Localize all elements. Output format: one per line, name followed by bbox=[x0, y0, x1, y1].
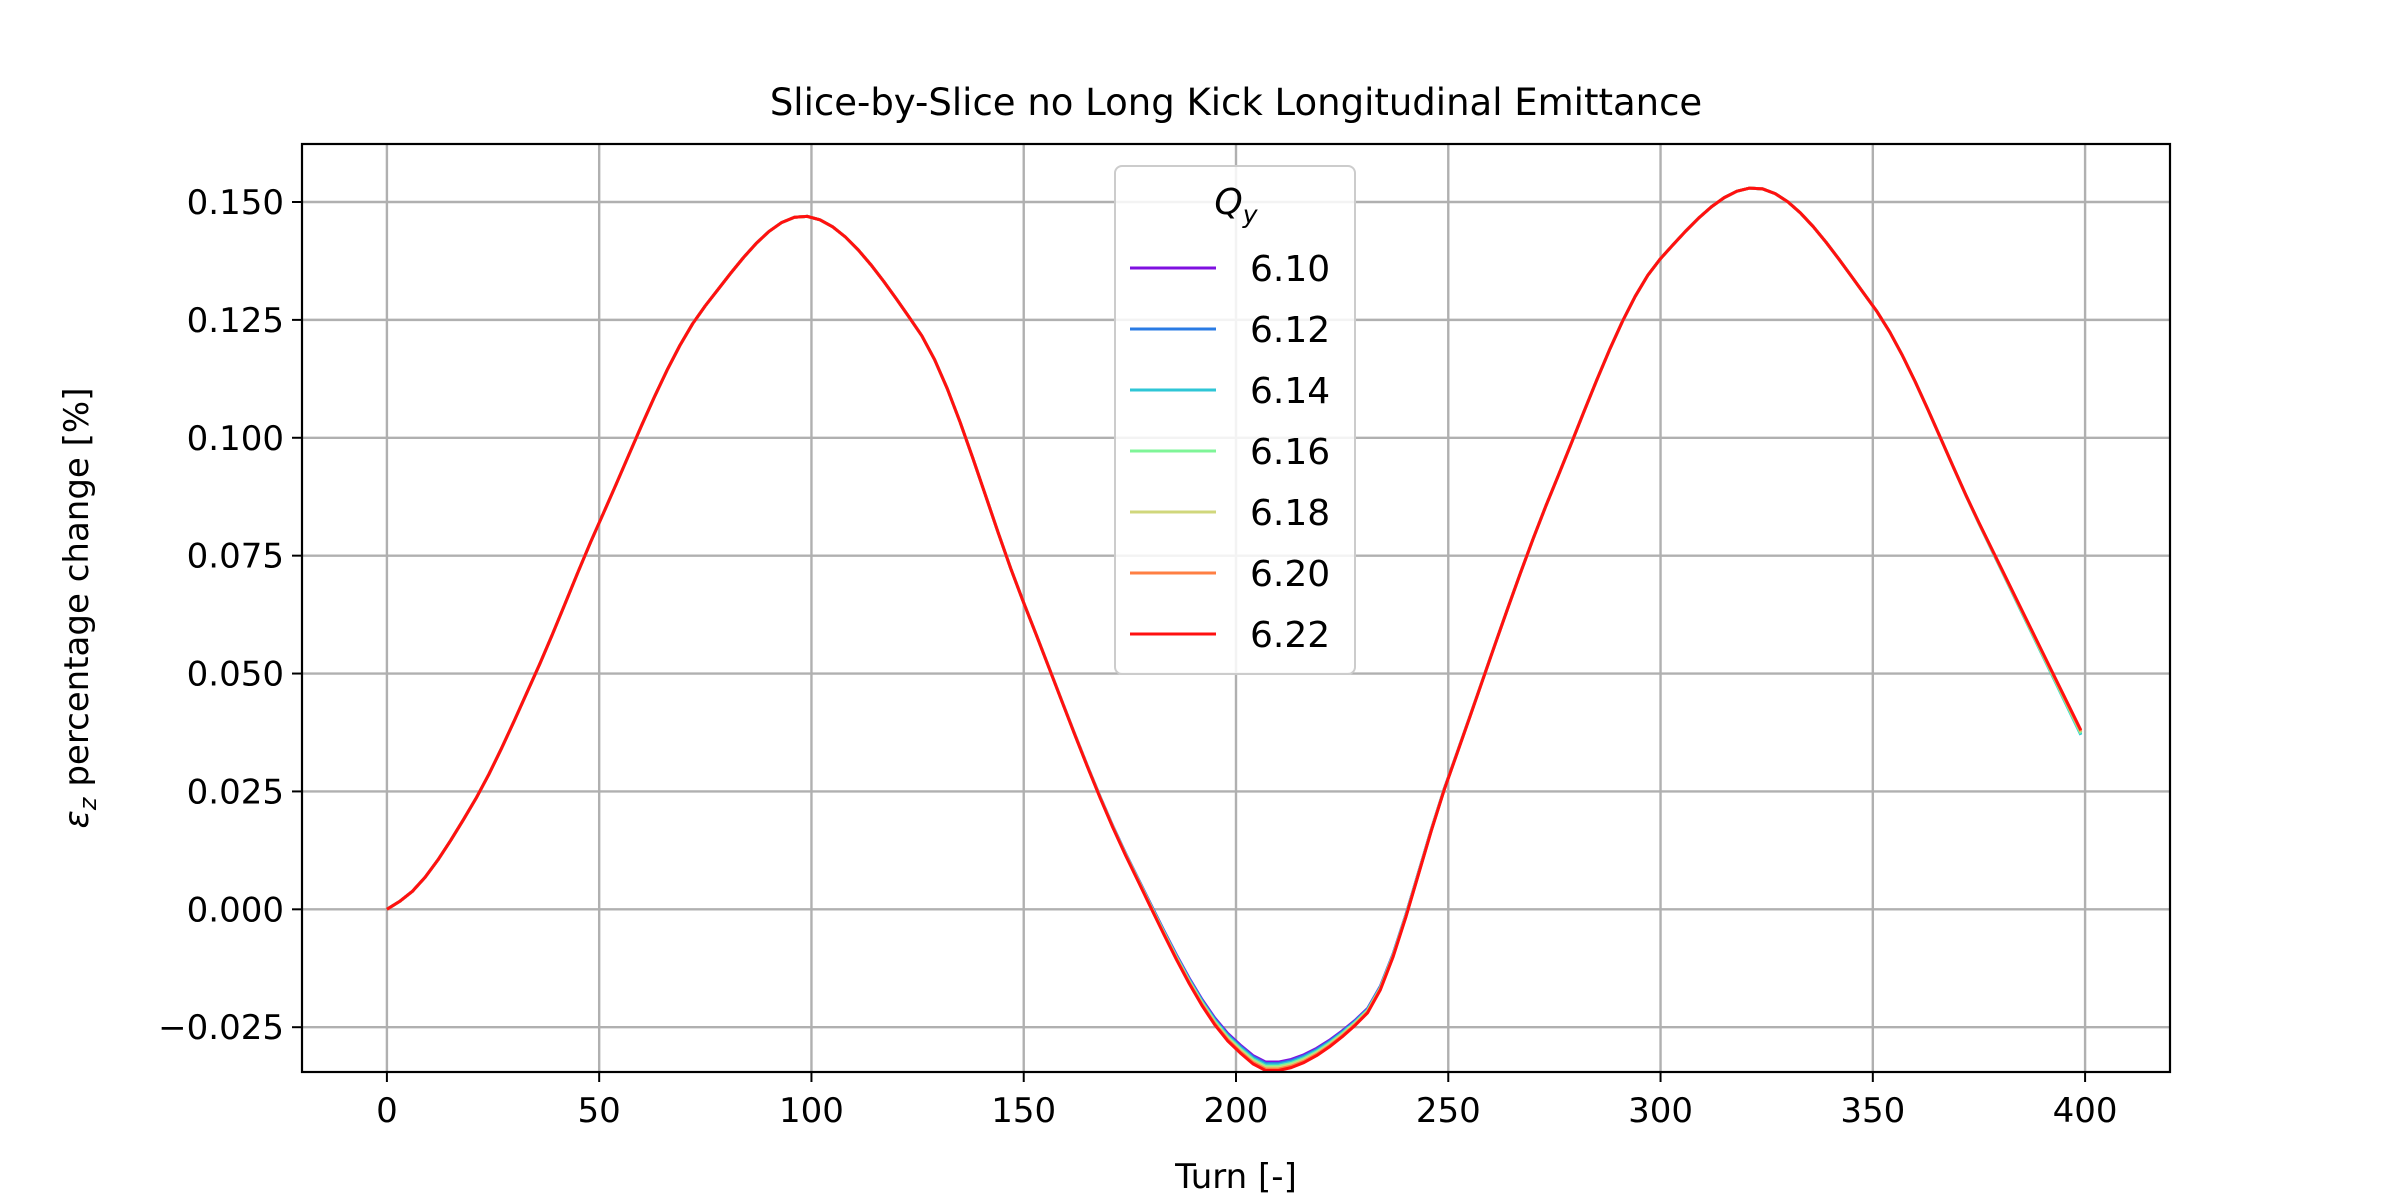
y-axis-label-subscript: z bbox=[74, 796, 102, 811]
legend-label-6.14: 6.14 bbox=[1250, 371, 1330, 412]
legend-label-6.22: 6.22 bbox=[1250, 615, 1330, 656]
legend-box bbox=[1114, 165, 1356, 675]
x-axis-ticks: 0 50 100 150 200 250 300 350 400 bbox=[376, 1072, 2118, 1131]
legend-title-symbol: Q bbox=[1214, 182, 1242, 223]
y-axis-label-text: percentage change [%] bbox=[57, 388, 97, 798]
y-tick-label: 0.125 bbox=[187, 301, 284, 341]
y-axis-label-symbol: ε bbox=[57, 810, 97, 828]
x-tick-label: 300 bbox=[1628, 1091, 1693, 1131]
y-tick-label: 0.100 bbox=[187, 419, 284, 459]
series-line-6.22 bbox=[386, 186, 2083, 1073]
x-tick-label: 250 bbox=[1416, 1091, 1481, 1131]
legend-title-subscript: y bbox=[1242, 200, 1259, 229]
legend-items: 6.10 6.12 6.14 6.16 6.18 6.20 6.22 bbox=[1130, 249, 1330, 656]
plot-lines bbox=[386, 186, 2083, 1073]
y-tick-label: 0.000 bbox=[187, 890, 284, 930]
legend-label-6.10: 6.10 bbox=[1250, 249, 1330, 290]
legend-title: Qy bbox=[1214, 182, 1258, 229]
x-tick-label: 350 bbox=[1840, 1091, 1905, 1131]
legend: Qy 6.10 6.12 6.14 6.16 6.18 6.20 6.22 bbox=[1114, 165, 1356, 675]
y-tick-label: 0.150 bbox=[187, 183, 284, 223]
y-tick-label: 0.050 bbox=[187, 655, 284, 695]
y-tick-label: −0.025 bbox=[158, 1008, 284, 1048]
x-tick-label: 400 bbox=[2053, 1091, 2118, 1131]
legend-label-6.12: 6.12 bbox=[1250, 310, 1330, 351]
legend-label-6.20: 6.20 bbox=[1250, 554, 1330, 595]
legend-label-6.16: 6.16 bbox=[1250, 432, 1330, 473]
chart-title: Slice-by-Slice no Long Kick Longitudinal… bbox=[770, 81, 1702, 124]
x-tick-label: 150 bbox=[991, 1091, 1056, 1131]
y-axis-label: εz percentage change [%] bbox=[57, 388, 102, 829]
legend-label-6.18: 6.18 bbox=[1250, 493, 1330, 534]
x-tick-label: 0 bbox=[376, 1091, 398, 1131]
y-tick-label: 0.025 bbox=[187, 772, 284, 812]
x-tick-label: 200 bbox=[1204, 1091, 1269, 1131]
x-tick-label: 100 bbox=[779, 1091, 844, 1131]
x-tick-label: 50 bbox=[578, 1091, 621, 1131]
x-axis-label: Turn [-] bbox=[1174, 1157, 1297, 1197]
y-tick-label: 0.075 bbox=[187, 537, 284, 577]
y-axis-ticks: −0.025 0.000 0.025 0.050 0.075 0.100 0.125 0.15… bbox=[158, 183, 302, 1048]
